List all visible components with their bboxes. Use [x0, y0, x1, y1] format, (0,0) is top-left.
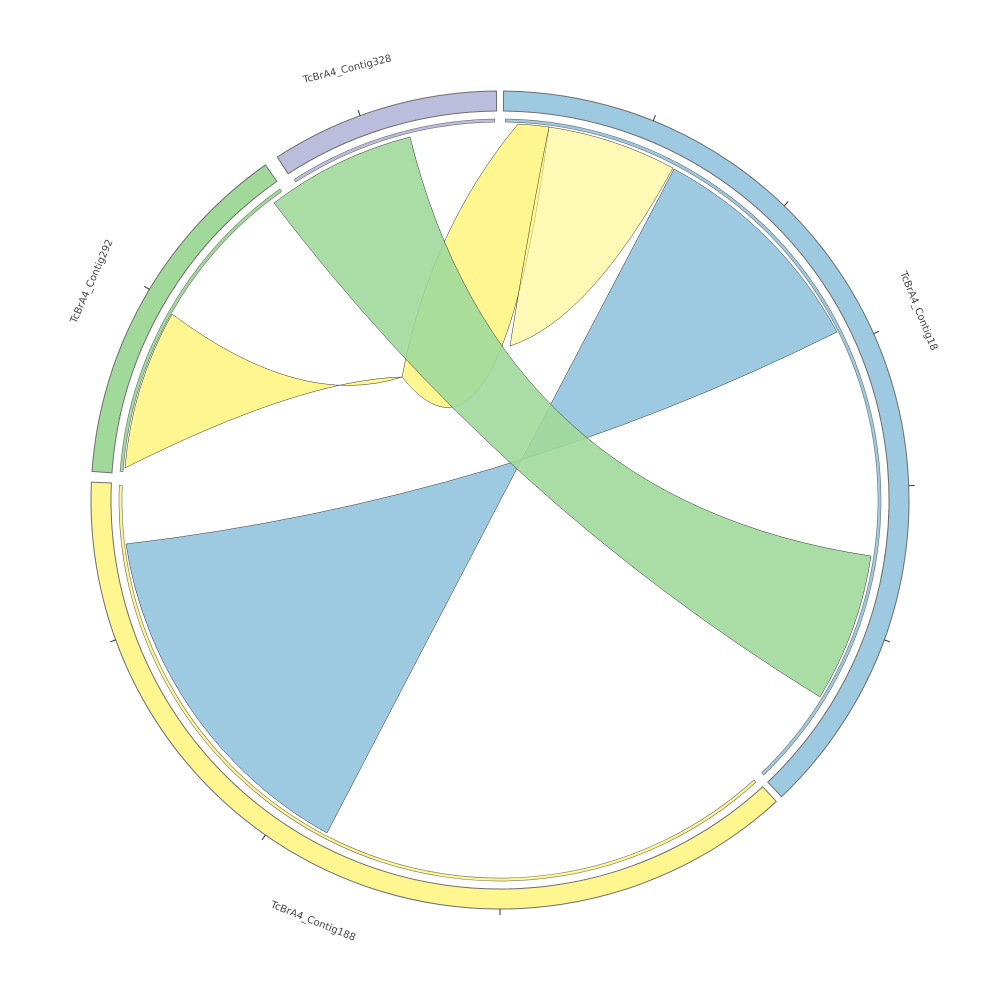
tick-c328-0: [357, 109, 361, 116]
tick-c18-1: [783, 201, 789, 207]
segment-contig18[interactable]: [502, 90, 910, 798]
link-contig292-contig18[interactable]: [273, 136, 872, 698]
link-contig18-self[interactable]: [509, 126, 674, 347]
tick-c292-0: [144, 285, 150, 290]
tick-c18-4: [884, 639, 891, 643]
segment-contig188[interactable]: [90, 481, 778, 910]
segment-contig292[interactable]: [91, 164, 278, 474]
tick-c188-1: [261, 834, 266, 841]
label-contig18: TcBrA4_Contig18: [897, 269, 939, 352]
tick-c18-0: [652, 115, 656, 121]
segment-contig328[interactable]: [276, 90, 498, 175]
inner-track-c292: [119, 188, 282, 472]
segments-layer: [90, 90, 910, 910]
label-contig188: TcBrA4_Contig188: [268, 899, 357, 944]
ticks-layer: [109, 109, 915, 915]
links-layer: [124, 123, 872, 834]
label-contig328: TcBrA4_Contig328: [301, 53, 393, 86]
inner-track-c18: [504, 118, 882, 776]
inner-track-c328: [293, 118, 496, 183]
link-contig18-contig188[interactable]: [125, 168, 838, 834]
tick-c188-2: [109, 639, 116, 643]
label-contig292: TcBrA4_Contig292: [68, 238, 115, 326]
inner-track-c188: [118, 485, 757, 882]
inner-tracks: [118, 118, 882, 882]
tick-c18-2: [873, 330, 880, 335]
